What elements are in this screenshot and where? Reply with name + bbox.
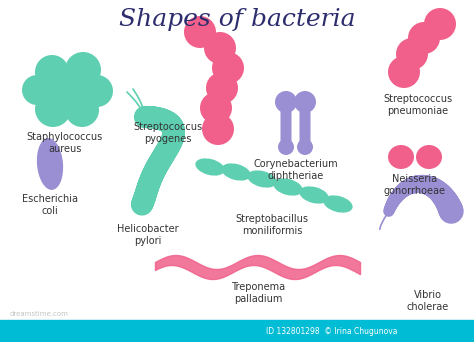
Ellipse shape xyxy=(323,195,353,213)
Bar xyxy=(0,320,474,342)
Circle shape xyxy=(275,91,297,113)
Ellipse shape xyxy=(273,178,302,196)
Circle shape xyxy=(200,92,232,124)
Ellipse shape xyxy=(37,138,63,190)
Text: Staphylococcus
aureus: Staphylococcus aureus xyxy=(27,132,103,154)
FancyBboxPatch shape xyxy=(300,101,310,148)
Ellipse shape xyxy=(247,170,277,188)
Circle shape xyxy=(22,75,52,105)
Ellipse shape xyxy=(416,145,442,169)
Circle shape xyxy=(81,75,113,107)
Circle shape xyxy=(35,91,71,127)
Circle shape xyxy=(35,55,69,89)
Text: Vibrio
cholerae: Vibrio cholerae xyxy=(407,290,449,312)
Circle shape xyxy=(424,8,456,40)
Ellipse shape xyxy=(300,186,328,203)
Circle shape xyxy=(65,52,101,88)
Text: Helicobacter
pylori: Helicobacter pylori xyxy=(117,224,179,246)
Text: Escherichia
coli: Escherichia coli xyxy=(22,194,78,215)
Text: dreamstime.com: dreamstime.com xyxy=(10,311,69,317)
Circle shape xyxy=(408,22,440,54)
Circle shape xyxy=(212,52,244,84)
Circle shape xyxy=(65,93,99,127)
Circle shape xyxy=(49,70,87,108)
Text: Treponema
palladium: Treponema palladium xyxy=(231,282,285,304)
Circle shape xyxy=(388,56,420,88)
Text: Streptobacillus
moniliformis: Streptobacillus moniliformis xyxy=(236,214,309,236)
Ellipse shape xyxy=(195,158,225,176)
FancyBboxPatch shape xyxy=(281,101,292,148)
Text: Corynebacterium
diphtheriae: Corynebacterium diphtheriae xyxy=(254,159,338,181)
Ellipse shape xyxy=(388,145,414,169)
Circle shape xyxy=(184,16,216,48)
Circle shape xyxy=(278,139,294,155)
Text: Streptococcus
pyogenes: Streptococcus pyogenes xyxy=(134,122,202,144)
Text: ID 132801298  © Irina Chugunova: ID 132801298 © Irina Chugunova xyxy=(266,327,398,336)
Text: Neisseria
gonorrhoeae: Neisseria gonorrhoeae xyxy=(384,174,446,196)
Text: Shapes of bacteria: Shapes of bacteria xyxy=(119,8,355,31)
Ellipse shape xyxy=(221,163,251,181)
Circle shape xyxy=(297,139,313,155)
Text: Streptococcus
pneumoniae: Streptococcus pneumoniae xyxy=(383,94,453,116)
Circle shape xyxy=(396,38,428,70)
Circle shape xyxy=(204,32,236,64)
Circle shape xyxy=(294,91,316,113)
Circle shape xyxy=(206,72,238,104)
Circle shape xyxy=(202,113,234,145)
